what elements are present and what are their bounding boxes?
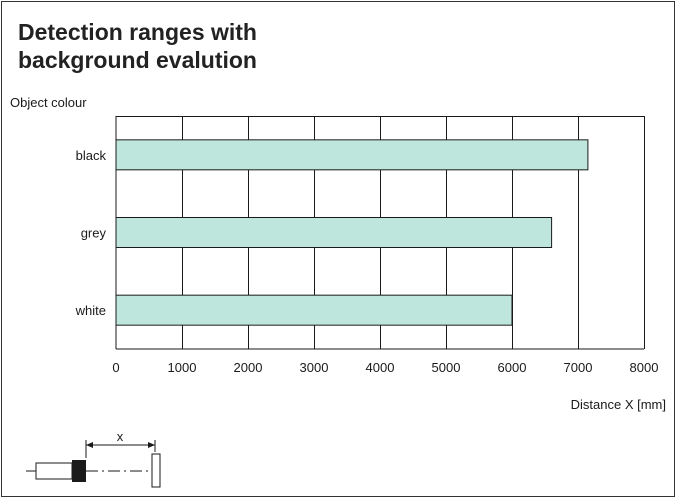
x-tick-label: 1000 [168, 360, 197, 375]
arrow-left-icon [86, 442, 93, 448]
bars [115, 139, 589, 326]
x-tick-label: 0 [112, 360, 119, 375]
x-tick-label: 6000 [498, 360, 527, 375]
background-object [151, 453, 161, 488]
dimension-label: x [117, 429, 124, 444]
bar-black [115, 139, 589, 171]
sensor-body [35, 462, 73, 480]
x-tick-label: 8000 [630, 360, 659, 375]
sensor-distance-diagram: x [26, 429, 161, 488]
arrow-right-icon [148, 442, 155, 448]
category-label-grey: grey [81, 226, 107, 241]
bar-white [115, 294, 513, 326]
category-labels: black grey white [75, 148, 107, 318]
bar-grey [115, 217, 553, 248]
x-tick-label: 4000 [366, 360, 395, 375]
category-label-white: white [75, 303, 106, 318]
x-tick-label: 3000 [300, 360, 329, 375]
x-axis-title: Distance X [mm] [571, 397, 666, 412]
x-tick-label: 7000 [564, 360, 593, 375]
sensor-lens [72, 460, 86, 482]
x-tick-labels: 0 1000 2000 3000 4000 5000 6000 7000 8000 [112, 360, 658, 375]
y-axis-title: Object colour [10, 95, 87, 110]
x-tick-label: 5000 [432, 360, 461, 375]
category-label-black: black [76, 148, 107, 163]
chart-title: Detection ranges with background evaluti… [18, 19, 257, 73]
x-tick-label: 2000 [234, 360, 263, 375]
